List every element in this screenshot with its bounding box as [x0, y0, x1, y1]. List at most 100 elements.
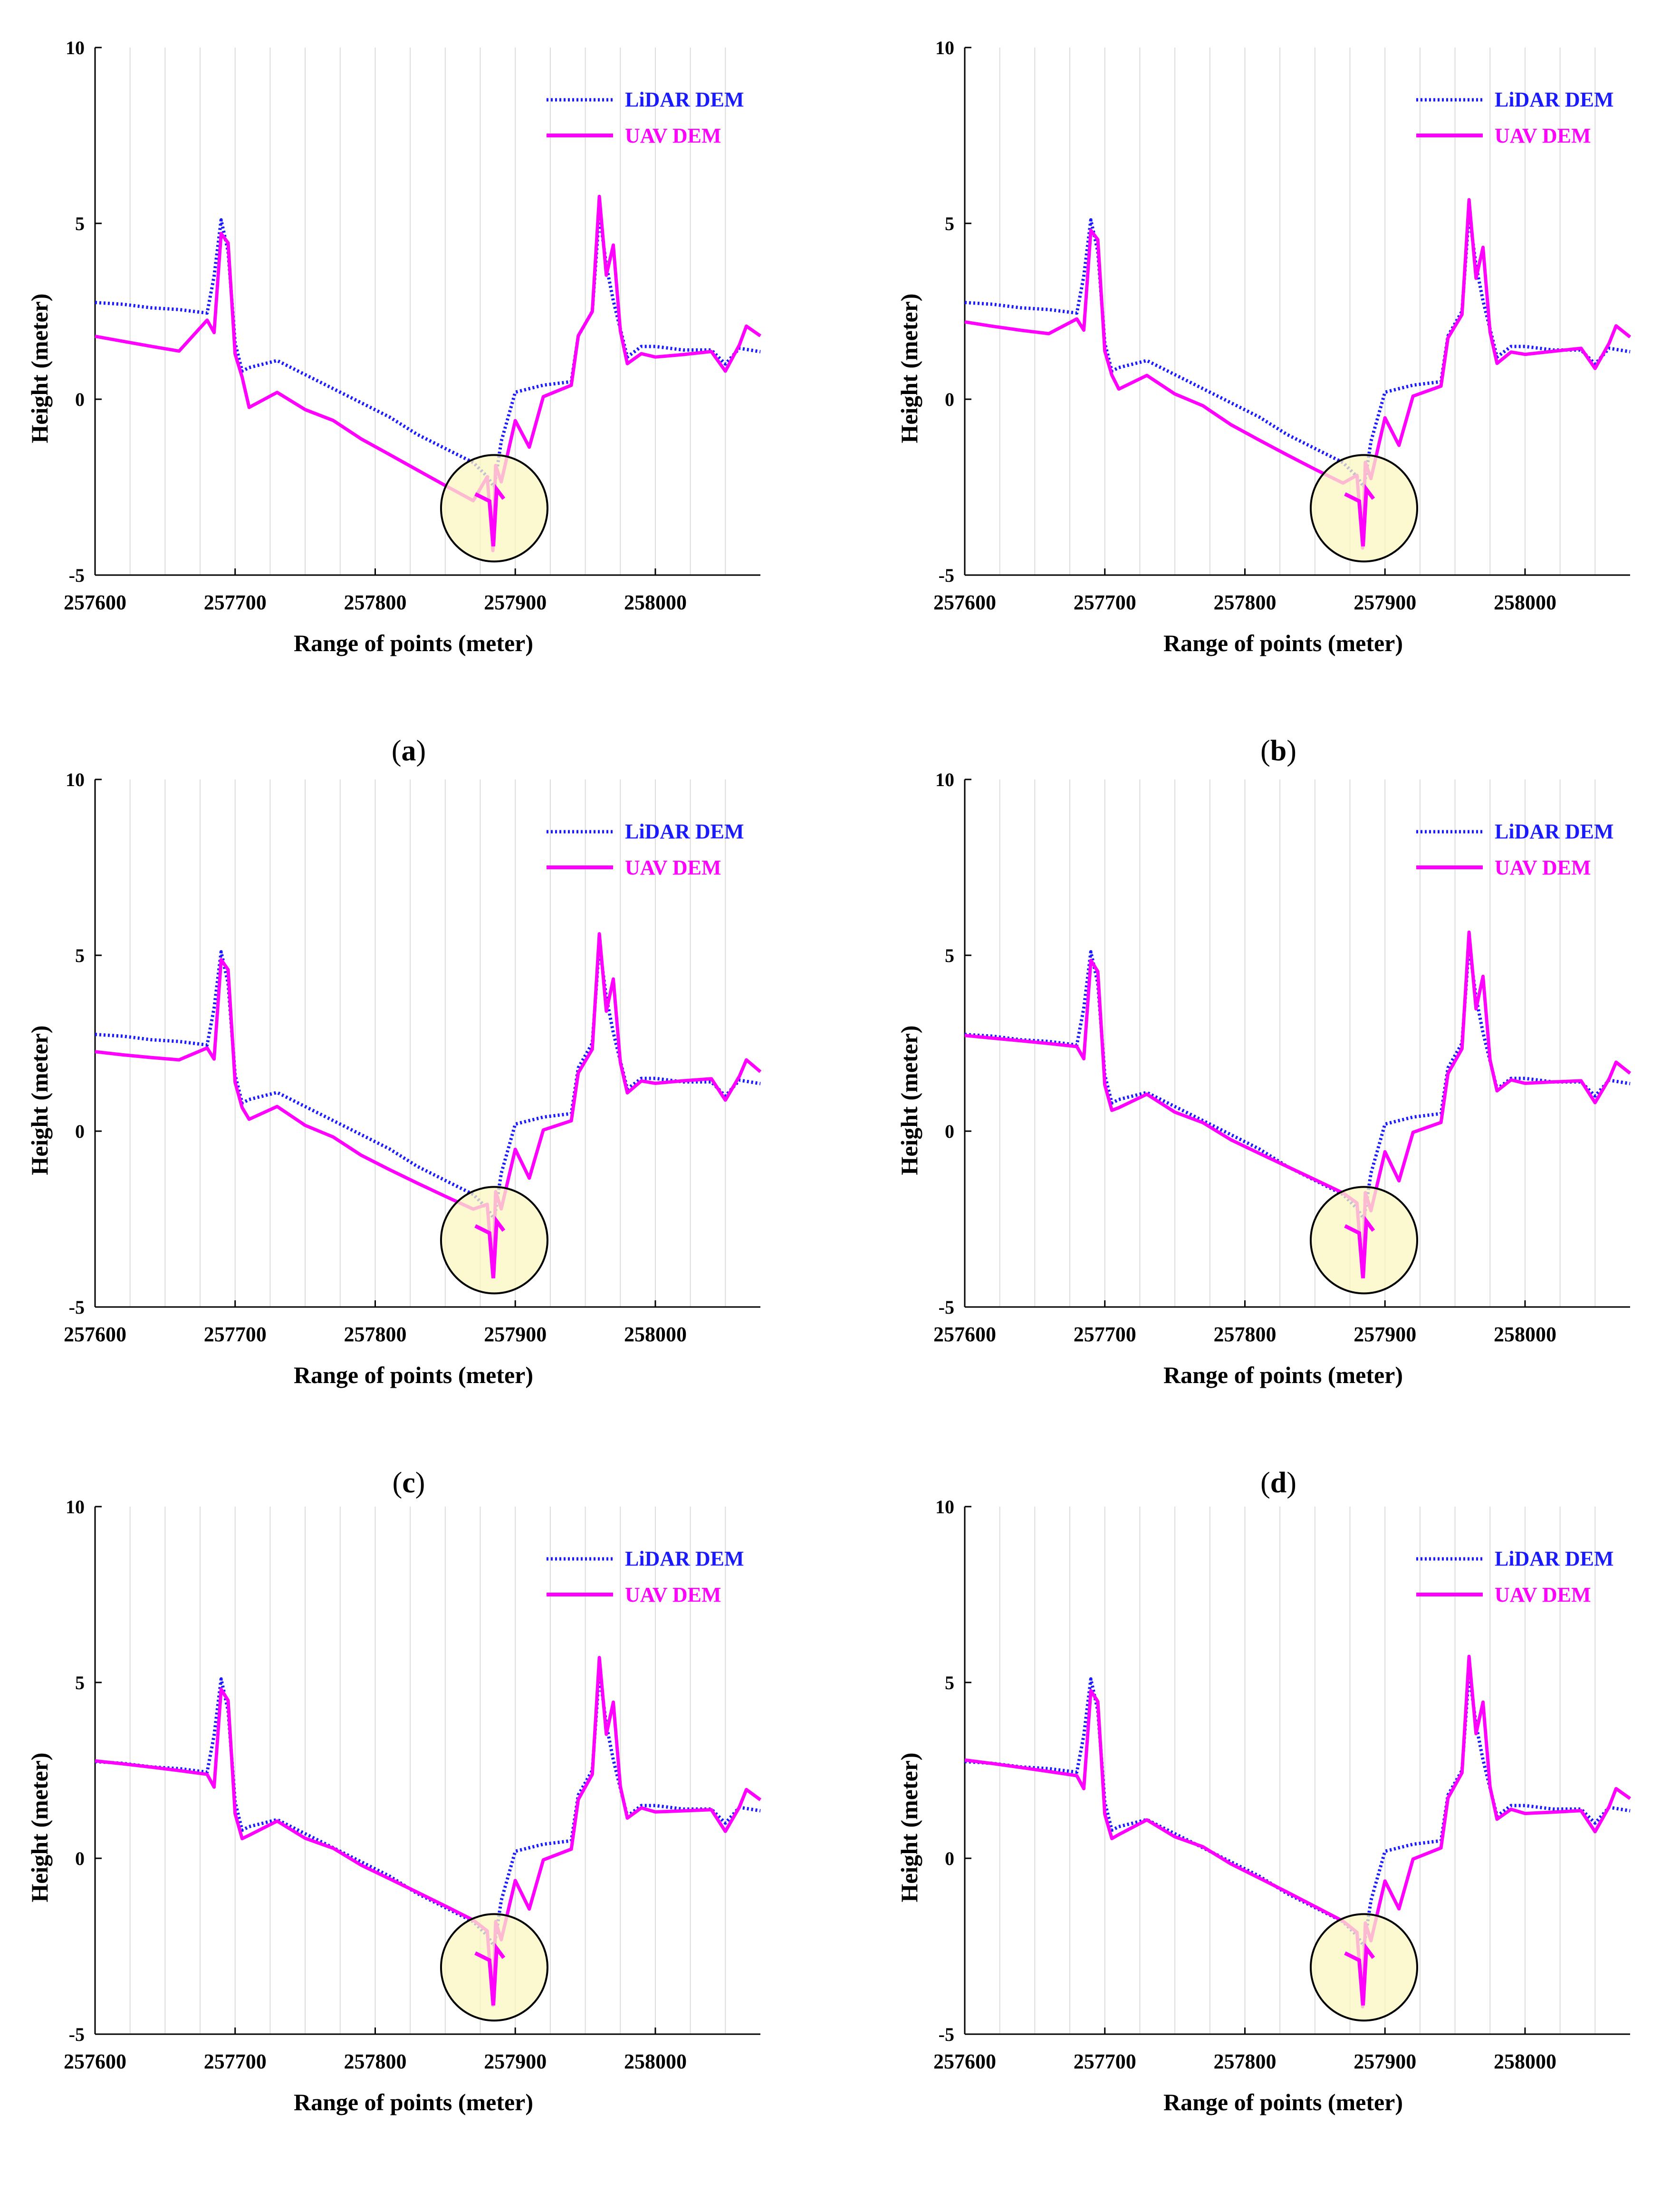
legend-lidar-label: LiDAR DEM: [625, 88, 744, 111]
x-tick-label: 257900: [1354, 1323, 1416, 1346]
x-tick-label: 257800: [344, 2050, 406, 2073]
y-tick-label: 0: [75, 1848, 85, 1869]
x-tick-label: 257900: [484, 1323, 547, 1346]
panel-f: 257600 257700 257800 257900 258000 -5 0 5 10 Rang…: [896, 1496, 1632, 2115]
uav-dem-line: [964, 1654, 1632, 2008]
x-tick-label: 257600: [933, 591, 996, 614]
y-tick-label: -5: [939, 1297, 954, 1318]
x-tick-label: 257600: [933, 1323, 996, 1346]
x-tick-label: 257700: [1074, 1323, 1136, 1346]
x-tick-label: 257900: [1354, 591, 1416, 614]
y-tick-label: 0: [75, 1121, 85, 1142]
x-tick-label: 257700: [204, 1323, 267, 1346]
y-tick-label: 5: [945, 945, 954, 966]
y-tick-label: 5: [945, 1672, 954, 1693]
x-tick-label: 257600: [64, 1323, 126, 1346]
lidar-dem-line: [95, 211, 761, 489]
panel-e: 257600 257700 257800 257900 258000 -5 0 5 10 Rang…: [26, 1496, 762, 2115]
uav-dem-spike: [1344, 1216, 1375, 1278]
uav-dem-line: [964, 198, 1632, 550]
y-tick-label: 10: [935, 37, 954, 58]
x-tick-label: 258000: [1494, 2050, 1556, 2073]
x-axis-label: Range of points (meter): [1163, 1362, 1403, 1388]
legend-lidar-label: LiDAR DEM: [1495, 88, 1614, 111]
x-axis-label: Range of points (meter): [294, 1362, 533, 1388]
panel-caption: (a): [392, 735, 426, 767]
x-tick-label: 257900: [484, 591, 547, 614]
x-tick-label: 258000: [1494, 1323, 1556, 1346]
panel-caption: (d): [1260, 1467, 1296, 1499]
x-tick-label: 258000: [1494, 591, 1556, 614]
y-tick-label: 0: [945, 389, 954, 410]
legend-lidar-label: LiDAR DEM: [1495, 1547, 1614, 1570]
panel-caption: (c): [393, 1467, 425, 1499]
legend-uav-label: UAV DEM: [1495, 856, 1591, 879]
x-tick-label: 257800: [344, 1323, 406, 1346]
x-axis-label: Range of points (meter): [294, 2089, 533, 2115]
x-axis-label: Range of points (meter): [294, 630, 533, 656]
x-tick-label: 257900: [1354, 2050, 1416, 2073]
x-tick-label: 258000: [624, 2050, 687, 2073]
panel-a: 257600 257700 257800 257900 258000 -5 0 5 10 Rang…: [26, 37, 762, 767]
legend-lidar-label: LiDAR DEM: [625, 1547, 744, 1570]
x-tick-label: 258000: [624, 1323, 687, 1346]
y-tick-label: 0: [945, 1121, 954, 1142]
x-tick-label: 257600: [64, 591, 126, 614]
legend-lidar-label: LiDAR DEM: [1495, 820, 1614, 843]
x-tick-label: 257700: [1074, 591, 1136, 614]
y-tick-label: -5: [69, 2024, 85, 2045]
uav-dem-line: [95, 932, 762, 1279]
legend-uav-label: UAV DEM: [625, 1583, 721, 1606]
x-axis-label: Range of points (meter): [1163, 630, 1403, 656]
uav-dem-line: [964, 930, 1632, 1278]
x-tick-label: 257900: [484, 2050, 547, 2073]
legend-uav-label: UAV DEM: [1495, 1583, 1591, 1606]
panel-d: 257600 257700 257800 257900 258000 -5 0 5 10 Rang…: [896, 769, 1632, 1499]
x-tick-label: 257800: [344, 591, 406, 614]
panel-b: 257600 257700 257800 257900 258000 -5 0 5 10 Rang…: [896, 37, 1632, 767]
y-axis-label: Height (meter): [26, 1025, 53, 1175]
y-axis-label: Height (meter): [26, 1752, 53, 1902]
legend-uav-label: UAV DEM: [1495, 124, 1591, 147]
y-axis-label: Height (meter): [896, 1752, 922, 1902]
uav-dem-spike: [474, 1943, 506, 2006]
uav-dem-line: [95, 1656, 762, 2007]
y-axis-label: Height (meter): [896, 293, 922, 443]
panel-caption: (b): [1260, 735, 1296, 767]
y-tick-label: -5: [939, 565, 954, 586]
legend-lidar-label: LiDAR DEM: [625, 820, 744, 843]
panel-c: 257600 257700 257800 257900 258000 -5 0 5 10 Rang…: [26, 769, 762, 1499]
x-tick-label: 257700: [204, 2050, 267, 2073]
uav-dem-line: [95, 194, 762, 552]
y-tick-label: 5: [75, 1672, 85, 1693]
x-tick-label: 257600: [933, 2050, 996, 2073]
x-tick-label: 257600: [64, 2050, 126, 2073]
y-tick-label: -5: [69, 1297, 85, 1318]
uav-dem-spike: [1344, 1943, 1375, 2006]
x-tick-label: 257700: [1074, 2050, 1136, 2073]
lidar-dem-line: [964, 211, 1631, 489]
x-tick-label: 257800: [1213, 2050, 1276, 2073]
y-tick-label: 10: [935, 1496, 954, 1518]
x-axis-label: Range of points (meter): [1163, 2089, 1403, 2115]
y-tick-label: 10: [66, 1496, 85, 1518]
lidar-dem-line: [95, 1670, 761, 1948]
lidar-dem-line: [964, 1670, 1631, 1948]
y-tick-label: 0: [945, 1848, 954, 1869]
uav-dem-spike: [474, 484, 506, 547]
x-tick-label: 257800: [1213, 1323, 1276, 1346]
legend-uav-label: UAV DEM: [625, 856, 721, 879]
y-tick-label: -5: [69, 565, 85, 586]
y-axis-label: Height (meter): [26, 293, 53, 443]
y-tick-label: 0: [75, 389, 85, 410]
y-tick-label: 5: [75, 213, 85, 234]
x-tick-label: 257800: [1213, 591, 1276, 614]
x-tick-label: 257700: [204, 591, 267, 614]
y-tick-label: 10: [66, 769, 85, 790]
x-tick-label: 258000: [624, 591, 687, 614]
legend-uav-label: UAV DEM: [625, 124, 721, 147]
y-tick-label: 5: [945, 213, 954, 234]
y-tick-label: 5: [75, 945, 85, 966]
uav-dem-spike: [1344, 484, 1375, 547]
